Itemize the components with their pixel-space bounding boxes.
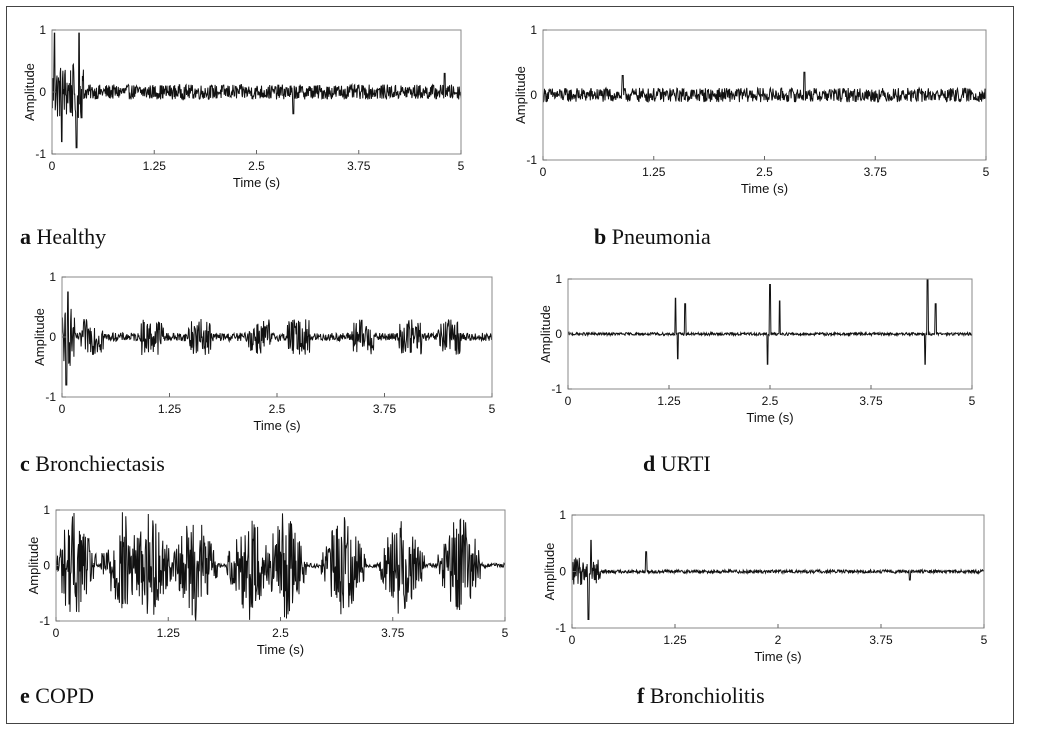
y-axis-label: Amplitude — [22, 63, 37, 121]
x-tick-label: 2.5 — [272, 626, 289, 640]
signal-line — [542, 71, 987, 104]
y-tick-label: -1 — [39, 614, 50, 628]
y-tick-label: 0 — [39, 85, 46, 99]
x-axis-label: Time (s) — [746, 410, 793, 425]
signal-line — [571, 539, 985, 620]
y-tick-label: -1 — [555, 621, 566, 635]
x-tick-label: 5 — [981, 633, 988, 647]
x-tick-label: 3.75 — [859, 394, 883, 408]
y-tick-label: 0 — [555, 327, 562, 341]
x-axis-label: Time (s) — [233, 175, 280, 190]
caption-title: URTI — [660, 451, 711, 476]
x-tick-label: 5 — [489, 402, 496, 416]
x-tick-label: 5 — [458, 159, 465, 173]
x-tick-label: 2.5 — [762, 394, 779, 408]
caption-letter: e — [20, 683, 30, 708]
caption-title: Pneumonia — [611, 224, 711, 249]
y-axis-label: Amplitude — [542, 543, 557, 601]
caption-title: Healthy — [36, 224, 107, 249]
y-tick-label: -1 — [45, 390, 56, 404]
x-axis-label: Time (s) — [253, 418, 300, 433]
caption-letter: c — [20, 451, 30, 476]
caption-letter: a — [20, 224, 31, 249]
y-tick-label: 0 — [559, 565, 566, 579]
y-axis-label: Amplitude — [32, 308, 47, 366]
figure-frame — [6, 6, 1014, 724]
x-tick-label: 0 — [53, 626, 60, 640]
x-tick-label: 3.75 — [373, 402, 397, 416]
x-tick-label: 0 — [565, 394, 572, 408]
x-tick-label: 5 — [983, 165, 990, 179]
x-axis-label: Time (s) — [754, 649, 801, 664]
signal-line — [567, 278, 973, 365]
caption-title: COPD — [35, 683, 94, 708]
x-tick-label: 1.25 — [657, 394, 681, 408]
caption-letter: f — [637, 683, 645, 708]
y-tick-label: 0 — [530, 88, 537, 102]
x-tick-label: 1.25 — [157, 626, 181, 640]
y-axis-label: Amplitude — [26, 537, 41, 595]
y-tick-label: 1 — [555, 272, 562, 286]
y-tick-label: 0 — [43, 559, 50, 573]
signal-line — [61, 291, 493, 386]
y-tick-label: 0 — [49, 330, 56, 344]
x-tick-label: 2.5 — [248, 159, 265, 173]
y-tick-label: -1 — [35, 147, 46, 161]
x-tick-label: 3.75 — [347, 159, 371, 173]
caption-title: Bronchiolitis — [649, 683, 765, 708]
x-tick-label: 2.5 — [756, 165, 773, 179]
caption-d: d URTI — [643, 451, 711, 477]
x-tick-label: 3.75 — [864, 165, 888, 179]
y-axis-label: Amplitude — [538, 305, 553, 363]
x-tick-label: 1.25 — [642, 165, 666, 179]
y-tick-label: -1 — [526, 153, 537, 167]
caption-letter: b — [594, 224, 607, 249]
x-tick-label: 3.75 — [869, 633, 893, 647]
y-tick-label: 1 — [39, 23, 46, 37]
y-tick-label: 1 — [559, 508, 566, 522]
x-tick-label: 5 — [502, 626, 509, 640]
x-tick-label: 2 — [775, 633, 782, 647]
y-tick-label: -1 — [551, 382, 562, 396]
signal-line — [51, 32, 462, 149]
x-tick-label: 3.75 — [381, 626, 405, 640]
x-tick-label: 0 — [49, 159, 56, 173]
x-tick-label: 5 — [969, 394, 976, 408]
x-tick-label: 1.25 — [143, 159, 167, 173]
x-axis-label: Time (s) — [741, 181, 788, 196]
caption-letter: d — [643, 451, 656, 476]
caption-e: e COPD — [20, 683, 94, 709]
x-tick-label: 0 — [59, 402, 66, 416]
x-axis-label: Time (s) — [257, 642, 304, 657]
caption-a: a Healthy — [20, 224, 106, 250]
caption-f: f Bronchiolitis — [637, 683, 765, 709]
caption-c: c Bronchiectasis — [20, 451, 165, 477]
y-axis-label: Amplitude — [513, 66, 528, 124]
signal-line — [55, 512, 506, 621]
x-tick-label: 0 — [569, 633, 576, 647]
caption-b: b Pneumonia — [594, 224, 711, 250]
x-tick-label: 1.25 — [663, 633, 687, 647]
x-tick-label: 1.25 — [158, 402, 182, 416]
x-tick-label: 2.5 — [269, 402, 286, 416]
y-tick-label: 1 — [43, 503, 50, 517]
y-tick-label: 1 — [49, 270, 56, 284]
x-tick-label: 0 — [540, 165, 547, 179]
y-tick-label: 1 — [530, 23, 537, 37]
caption-title: Bronchiectasis — [35, 451, 165, 476]
